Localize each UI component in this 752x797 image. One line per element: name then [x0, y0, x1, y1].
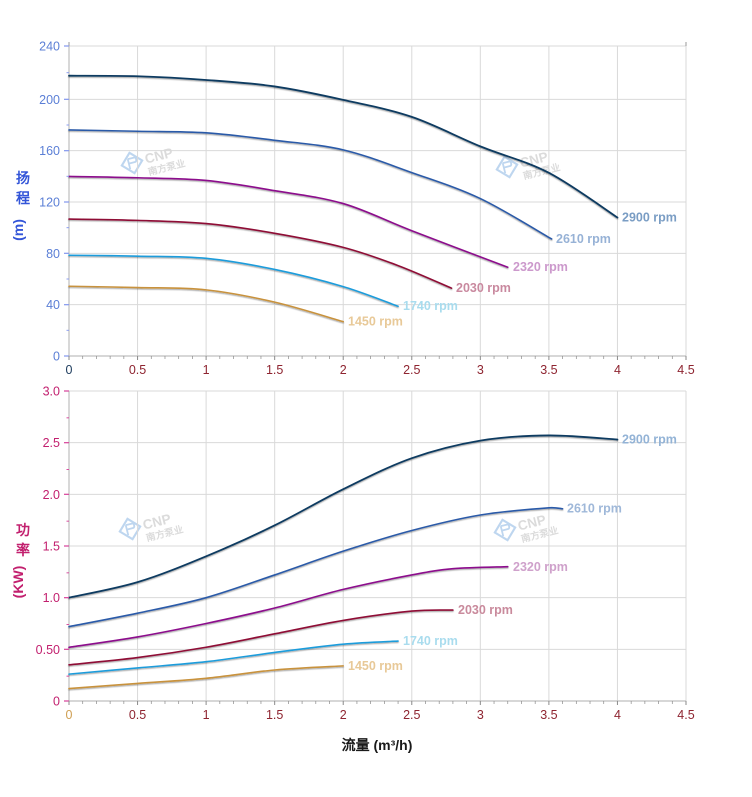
svg-text:程: 程: [16, 190, 30, 206]
svg-text:1450 rpm: 1450 rpm: [348, 659, 403, 673]
svg-text:0.5: 0.5: [129, 363, 146, 377]
svg-text:1.5: 1.5: [43, 540, 60, 554]
svg-text:120: 120: [39, 196, 60, 210]
svg-text:3.0: 3.0: [43, 385, 60, 399]
svg-text:2.0: 2.0: [43, 488, 60, 502]
svg-text:2: 2: [340, 363, 347, 377]
svg-text:0: 0: [53, 695, 60, 709]
svg-text:(KW): (KW): [10, 566, 26, 599]
svg-text:200: 200: [39, 93, 60, 107]
svg-text:3: 3: [477, 363, 484, 377]
svg-text:率: 率: [16, 542, 30, 558]
svg-text:2.5: 2.5: [403, 708, 420, 722]
svg-text:流量 (m³/h): 流量 (m³/h): [342, 737, 413, 753]
svg-text:0.5: 0.5: [129, 708, 146, 722]
svg-text:0: 0: [66, 363, 73, 377]
svg-text:2610 rpm: 2610 rpm: [567, 502, 622, 516]
svg-text:3.5: 3.5: [540, 708, 557, 722]
svg-text:2.5: 2.5: [43, 436, 60, 450]
svg-text:2030 rpm: 2030 rpm: [458, 603, 513, 617]
svg-text:1.5: 1.5: [266, 363, 283, 377]
svg-text:1740 rpm: 1740 rpm: [403, 634, 458, 648]
svg-text:2900 rpm: 2900 rpm: [622, 211, 677, 225]
svg-text:4: 4: [614, 708, 621, 722]
svg-text:4.5: 4.5: [677, 708, 694, 722]
svg-text:2.5: 2.5: [403, 363, 420, 377]
svg-text:3: 3: [477, 708, 484, 722]
svg-text:4: 4: [614, 363, 621, 377]
svg-text:1450 rpm: 1450 rpm: [348, 315, 403, 329]
svg-text:0: 0: [53, 350, 60, 364]
svg-text:4.5: 4.5: [677, 363, 694, 377]
svg-text:160: 160: [39, 144, 60, 158]
svg-text:1: 1: [203, 363, 210, 377]
svg-text:1.0: 1.0: [43, 591, 60, 605]
svg-text:功: 功: [16, 522, 30, 538]
svg-text:2: 2: [340, 708, 347, 722]
svg-text:0: 0: [66, 708, 73, 722]
svg-text:80: 80: [46, 247, 60, 261]
svg-text:2030 rpm: 2030 rpm: [456, 281, 511, 295]
svg-text:2610 rpm: 2610 rpm: [556, 232, 611, 246]
svg-text:1.5: 1.5: [266, 708, 283, 722]
svg-text:40: 40: [46, 298, 60, 312]
svg-text:扬: 扬: [16, 170, 30, 186]
svg-text:(m): (m): [10, 219, 26, 241]
svg-text:1740 rpm: 1740 rpm: [403, 299, 458, 313]
svg-text:240: 240: [39, 40, 60, 54]
svg-text:1: 1: [203, 708, 210, 722]
svg-text:2320 rpm: 2320 rpm: [513, 260, 568, 274]
svg-text:0.50: 0.50: [36, 643, 60, 657]
svg-text:2900 rpm: 2900 rpm: [622, 433, 677, 447]
svg-text:2320 rpm: 2320 rpm: [513, 560, 568, 574]
svg-text:3.5: 3.5: [540, 363, 557, 377]
